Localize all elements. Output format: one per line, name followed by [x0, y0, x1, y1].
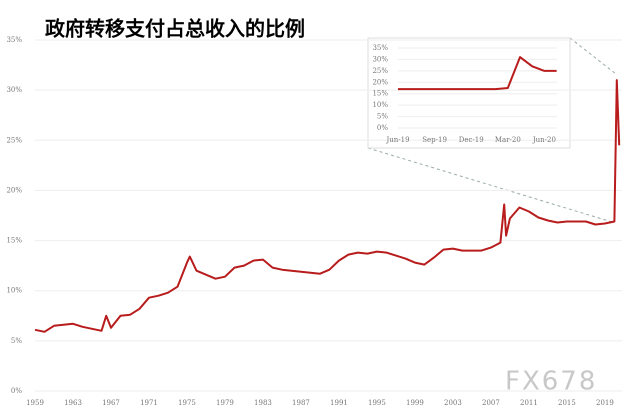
x-tick-label: 2019 — [596, 399, 614, 407]
x-tick-label: 1983 — [254, 399, 272, 407]
y-tick-label: 35% — [372, 44, 388, 52]
zoom-connector — [367, 147, 613, 223]
x-tick-label: 2007 — [482, 399, 500, 407]
x-tick-label: 1987 — [292, 399, 310, 407]
chart-title: 政府转移支付占总收入的比例 — [45, 17, 305, 41]
x-tick-label: 1959 — [26, 399, 44, 407]
x-tick-label: 2011 — [520, 399, 538, 407]
zoom-connector — [569, 37, 617, 75]
y-tick-label: 0% — [11, 387, 22, 395]
y-tick-label: 30% — [372, 55, 388, 63]
x-tick-label: 1991 — [330, 399, 348, 407]
y-tick-label: 25% — [372, 67, 388, 75]
watermark: FX678 — [505, 367, 597, 397]
x-tick-label: Mar-20 — [495, 136, 521, 144]
y-tick-label: 35% — [6, 36, 22, 44]
y-tick-label: 15% — [372, 90, 388, 98]
y-tick-label: 15% — [6, 237, 22, 245]
x-tick-label: 1999 — [406, 399, 424, 407]
y-tick-label: 10% — [372, 101, 388, 109]
y-tick-label: 20% — [6, 186, 22, 194]
y-tick-label: 20% — [372, 78, 388, 86]
x-tick-label: 1967 — [102, 399, 120, 407]
inset-frame — [367, 37, 571, 149]
x-tick-label: 1975 — [178, 399, 196, 407]
x-tick-label: Jun-20 — [532, 136, 556, 144]
x-tick-label: 1963 — [64, 399, 82, 407]
line-series — [34, 79, 621, 333]
x-tick-label: 1979 — [216, 399, 234, 407]
x-tick-label: Sep-19 — [422, 136, 447, 144]
y-tick-label: 30% — [6, 86, 22, 94]
x-tick-label: 1971 — [140, 399, 158, 407]
x-tick-label: 2003 — [444, 399, 462, 407]
y-tick-label: 10% — [6, 287, 22, 295]
y-tick-label: 5% — [11, 337, 22, 345]
x-tick-label: 1995 — [368, 399, 386, 407]
y-tick-label: 0% — [377, 124, 388, 132]
y-tick-label: 5% — [377, 113, 388, 121]
line-series — [398, 56, 557, 91]
y-tick-label: 25% — [6, 136, 22, 144]
x-tick-label: Dec-19 — [459, 136, 484, 144]
x-tick-label: Jun-19 — [385, 136, 409, 144]
x-tick-label: 2015 — [558, 399, 576, 407]
